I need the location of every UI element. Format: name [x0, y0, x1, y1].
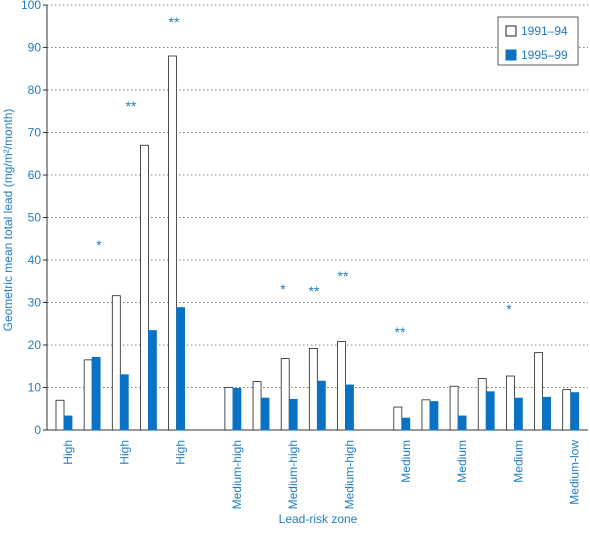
bar	[477, 378, 487, 431]
bar	[562, 389, 572, 431]
bar	[534, 352, 543, 431]
annotation: **	[126, 98, 137, 114]
bar	[148, 330, 157, 431]
annotation: **	[395, 324, 406, 340]
y-tick-label: 30	[28, 296, 42, 310]
y-tick-label: 90	[28, 41, 42, 55]
bar	[485, 391, 495, 431]
y-tick-label: 80	[28, 83, 42, 97]
bar	[111, 295, 121, 431]
bar	[308, 347, 318, 431]
legend-swatch	[505, 25, 517, 37]
bar	[260, 397, 270, 431]
bar	[542, 396, 551, 431]
y-tick-label: 70	[28, 126, 42, 140]
bar	[55, 399, 65, 431]
bar	[252, 381, 262, 431]
bar	[337, 341, 346, 431]
bar	[232, 387, 242, 431]
x-tick-label: High	[117, 440, 131, 465]
annotation: **	[338, 268, 349, 284]
x-tick-label: Medium	[511, 440, 525, 483]
x-axis-label: Lead-risk zone	[279, 512, 358, 526]
legend-label: 1995–99	[521, 48, 568, 62]
bar	[280, 358, 290, 431]
bar	[505, 375, 515, 431]
x-tick-label: Medium-high	[230, 440, 244, 509]
x-tick-label: Medium-high	[286, 440, 300, 509]
annotation: **	[169, 14, 180, 30]
annotation: *	[280, 281, 286, 297]
x-tick-label: Medium-high	[343, 440, 357, 509]
x-tick-label: Medium	[399, 440, 413, 483]
bar	[457, 415, 467, 431]
x-tick-label: Medium	[455, 440, 469, 483]
bar	[570, 392, 580, 431]
annotation: *	[96, 237, 102, 253]
legend-label: 1991–94	[521, 24, 568, 38]
x-tick-label: High	[174, 440, 188, 465]
bar	[63, 415, 73, 431]
bar	[345, 384, 354, 431]
bar	[316, 380, 326, 431]
y-tick-label: 0	[34, 423, 41, 437]
legend-swatch	[505, 49, 517, 61]
y-axis-label: Geometric mean total lead (mg/m²/month)	[1, 109, 15, 332]
annotation: **	[309, 283, 320, 299]
annotation: *	[506, 301, 512, 317]
bar	[401, 417, 411, 431]
y-tick-label: 50	[28, 211, 42, 225]
bar	[393, 406, 403, 431]
bar	[91, 356, 101, 431]
y-tick-label: 20	[28, 338, 42, 352]
bar	[429, 401, 439, 431]
bar	[83, 359, 93, 431]
bar	[288, 398, 298, 431]
x-tick-label: High	[61, 440, 75, 465]
bar	[168, 55, 178, 431]
bar	[514, 397, 523, 431]
bar	[421, 399, 431, 431]
y-tick-label: 10	[28, 381, 42, 395]
bar	[140, 144, 149, 431]
y-tick-label: 100	[21, 0, 41, 12]
bar	[119, 374, 129, 431]
y-tick-label: 40	[28, 253, 42, 267]
y-tick-label: 60	[28, 168, 42, 182]
bar	[449, 385, 459, 431]
x-tick-label: Medium-low	[568, 440, 582, 505]
bar	[176, 307, 186, 431]
bar	[224, 387, 234, 431]
